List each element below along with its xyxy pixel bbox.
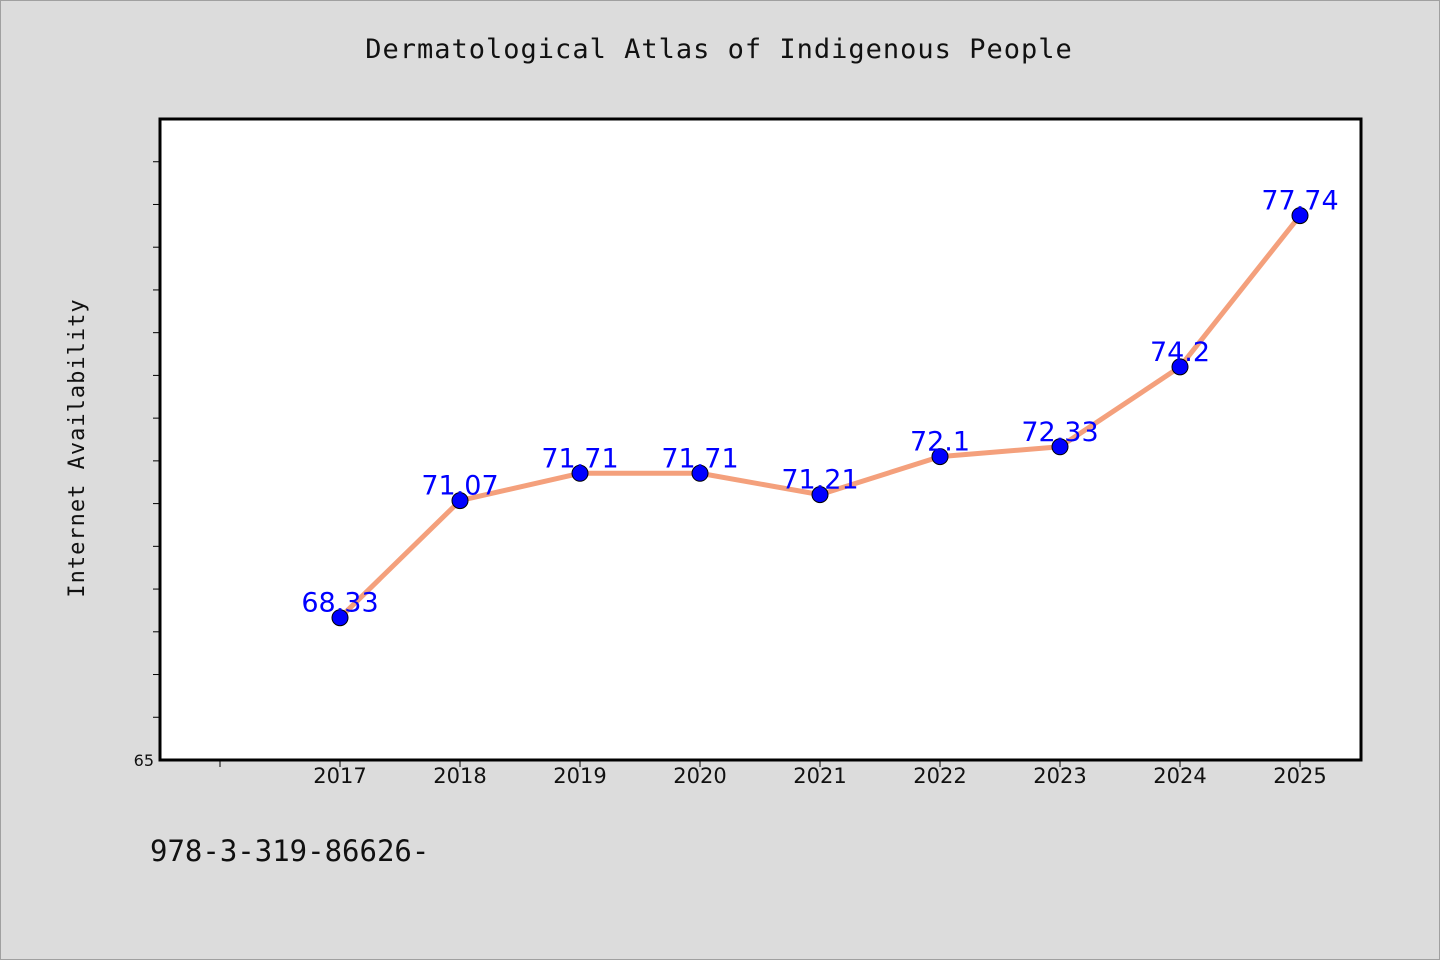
plot-area	[158, 117, 1363, 762]
data-label: 71.71	[541, 443, 618, 474]
y-axis-label: Internet Availability	[65, 298, 90, 597]
data-label: 71.21	[781, 465, 858, 496]
chart-title: Dermatological Atlas of Indigenous Peopl…	[365, 34, 1073, 65]
data-label: 77.74	[1261, 186, 1338, 217]
x-tick-label: 2023	[1033, 764, 1086, 788]
x-tick-label: 2019	[553, 764, 606, 788]
data-point	[1171, 358, 1189, 376]
y-tick-label: 65	[134, 751, 154, 770]
y-axis-ticks	[153, 161, 160, 718]
data-point	[1051, 438, 1069, 456]
x-tick-label: 2024	[1153, 764, 1206, 788]
data-label: 72.1	[910, 427, 970, 458]
x-axis-ticks: 2017 2018 2019 2020 2021 2022 2023 2024 2025	[219, 760, 1327, 788]
data-point	[931, 448, 949, 466]
data-point	[571, 464, 589, 482]
data-point	[691, 464, 709, 482]
data-label: 71.07	[421, 471, 498, 502]
data-point	[1291, 207, 1309, 225]
x-tick-label: 2020	[673, 764, 726, 788]
x-tick-label: 2018	[433, 764, 486, 788]
data-point	[451, 492, 469, 510]
x-tick-label: 2022	[913, 764, 966, 788]
x-tick-label: 2017	[313, 764, 366, 788]
data-label: 72.33	[1021, 417, 1098, 448]
data-label: 74.2	[1150, 337, 1210, 368]
isbn-text: 978-3-319-86626-	[150, 834, 430, 868]
data-point	[811, 486, 829, 504]
data-label: 68.33	[301, 588, 378, 619]
x-tick-label: 2021	[793, 764, 846, 788]
data-point	[331, 609, 349, 627]
data-label: 71.71	[661, 443, 738, 474]
x-tick-label: 2025	[1273, 764, 1326, 788]
series-group: 68.33 71.07 71.71 71.71 71.21 72.1 72.33 74.2 77…	[301, 186, 1339, 627]
